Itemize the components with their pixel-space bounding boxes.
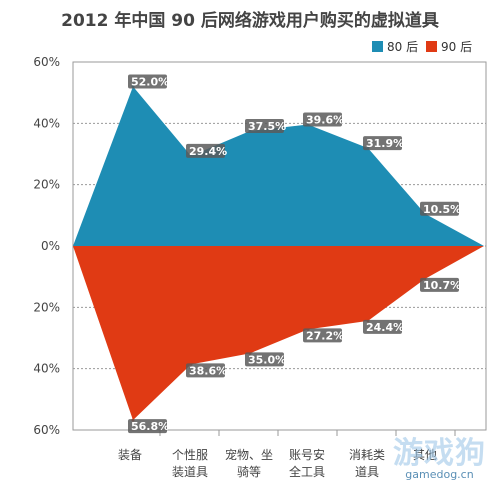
y-tick-label: 40% xyxy=(33,116,60,130)
data-label-90: 24.4% xyxy=(366,321,404,334)
x-category-label: 宠物、坐 xyxy=(225,447,273,462)
y-tick-label: 20% xyxy=(33,178,60,192)
legend-label-90: 90 后 xyxy=(441,40,473,54)
chart-title: 2012 年中国 90 后网络游戏用户购买的虚拟道具 xyxy=(61,11,439,31)
area-series-80 xyxy=(73,86,484,247)
data-label-80: 39.6% xyxy=(306,114,344,127)
data-label-80: 31.9% xyxy=(366,137,404,150)
data-label-80-bg xyxy=(420,201,459,216)
data-label-80-bg xyxy=(186,143,225,158)
y-tick-label: 0% xyxy=(41,239,60,253)
x-category-label: 消耗类 xyxy=(349,448,385,462)
x-category-label: 装道具 xyxy=(172,465,208,479)
data-label-90: 56.8% xyxy=(131,420,169,433)
data-label-80: 10.5% xyxy=(423,203,461,216)
data-label-80-bg xyxy=(128,74,167,89)
watermark-text: 游戏狗 xyxy=(393,436,486,471)
data-label-80-bg xyxy=(363,136,402,151)
x-category-label: 道具 xyxy=(355,465,379,479)
data-label-90-bg xyxy=(186,363,225,378)
data-label-80: 37.5% xyxy=(248,120,286,133)
y-tick-label: 40% xyxy=(33,362,60,376)
legend-label-80: 80 后 xyxy=(387,40,419,54)
data-label-80-bg xyxy=(303,112,342,127)
data-label-90: 35.0% xyxy=(248,353,286,366)
y-tick-label: 60% xyxy=(33,55,60,69)
x-category-label: 其他 xyxy=(413,448,437,462)
watermark-logo: 游戏狗 gamedog.cn xyxy=(393,428,486,481)
x-category-label: 装备 xyxy=(118,448,142,462)
watermark-url: gamedog.cn xyxy=(405,468,474,481)
area-series-90 xyxy=(73,246,484,421)
data-label-90-bg xyxy=(303,328,342,343)
data-label-90: 27.2% xyxy=(306,329,344,342)
y-tick-label: 20% xyxy=(33,300,60,314)
data-label-80-bg xyxy=(245,119,284,133)
data-label-90-bg xyxy=(245,352,284,367)
data-label-90: 10.7% xyxy=(423,279,461,292)
data-label-90-bg xyxy=(420,277,459,292)
x-category-label: 骑等 xyxy=(237,465,261,479)
legend-item-90: 90 后 xyxy=(426,38,472,55)
legend-swatch-90 xyxy=(426,41,437,52)
data-label-80: 29.4% xyxy=(189,145,227,158)
data-label-90-bg xyxy=(363,319,402,334)
x-category-label: 个性服 xyxy=(172,448,208,462)
y-tick-label: 60% xyxy=(33,423,60,437)
x-category-label: 账号安 xyxy=(289,447,325,462)
data-label-90: 38.6% xyxy=(189,364,227,377)
legend-item-80: 80 后 xyxy=(372,38,418,55)
data-label-90-bg xyxy=(128,419,167,434)
data-label-80: 52.0% xyxy=(131,76,169,89)
x-category-label: 全工具 xyxy=(289,464,325,479)
legend-swatch-80 xyxy=(372,41,383,52)
